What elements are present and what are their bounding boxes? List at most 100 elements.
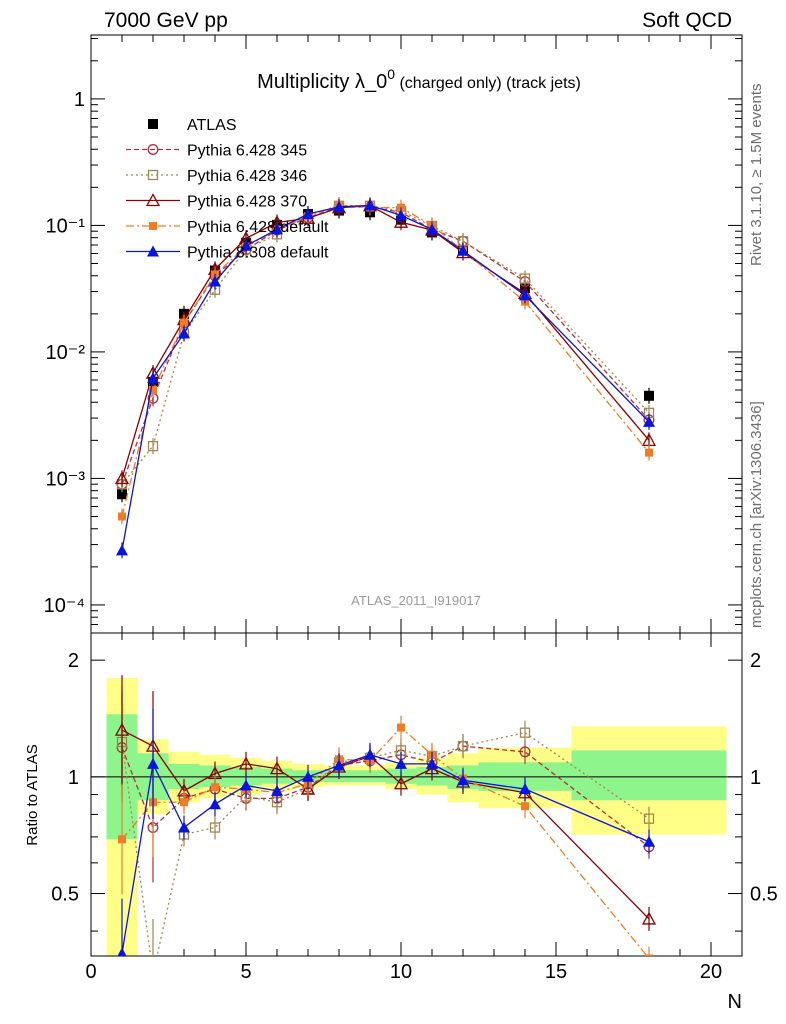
data-point [645,448,653,457]
data-point [643,835,655,847]
series-5 [116,197,655,559]
data-point [149,970,158,979]
rivet-label: Rivet 3.1.10, ≥ 1.5M events [748,83,765,267]
data-point [519,289,531,301]
legend: ATLAS Pythia 6.428 345 Pythia 6.428 346 Pyt… [126,117,329,262]
legend-marker [148,119,158,129]
data-point [393,776,409,790]
y-tick-label-right: 1 [750,767,761,789]
header-right: Soft QCD [642,9,732,32]
legend-marker [147,144,159,155]
data-point [271,223,283,235]
data-point [149,386,157,395]
y-tick-label: 1 [68,767,79,789]
x-tick-label: 5 [240,961,251,983]
series-line [121,745,650,848]
legend-label: Pythia 6.428 370 [187,194,307,211]
main-plot-panel: 10⁻⁴ 10⁻³ 10⁻² 10⁻¹ 1 Multiplicity λ_00 (char… [44,34,743,634]
data-series [114,196,657,559]
legend-marker [147,169,159,181]
data-point [641,911,657,925]
y-tick-label: 10⁻⁴ [44,595,85,617]
data-point [114,471,130,485]
data-point [645,954,653,956]
legend-marker [149,222,157,230]
x-tick-label: 20 [700,961,722,983]
chart-title: Multiplicity λ_00 (charged only) (track … [257,66,581,93]
data-point [643,415,655,427]
data-point [180,798,188,807]
y-tick-label-right: 0.5 [750,884,778,906]
data-point [240,779,252,791]
y-tick-label: 0.5 [51,884,79,906]
series-line [121,731,650,956]
data-point [519,727,531,738]
y-axis-label: Ratio to ATLAS [24,744,41,845]
legend-label: ATLAS [187,117,237,134]
data-point [116,544,128,556]
series-line [121,205,650,485]
legend-label: Pythia 8.308 default [187,245,329,262]
data-point [209,822,221,833]
y-tick-label: 10⁻² [46,342,86,364]
series-1 [116,198,655,493]
data-point [364,748,376,760]
data-point [147,372,159,384]
data-point [302,208,314,220]
data-point [269,761,285,775]
series-line [121,205,650,479]
data-point [426,223,438,235]
header-left: 7000 GeV pp [104,9,228,32]
legend-marker [145,193,161,207]
x-tick-label: 10 [390,961,412,983]
data-point [521,802,529,811]
data-point [117,947,127,956]
data-point [395,209,407,221]
data-point [118,512,126,521]
legend-label: Pythia 6.428 345 [187,143,307,160]
band-inner [571,750,727,801]
data-point [271,784,283,796]
series-line [121,729,650,920]
ratio-series-4 [117,708,655,956]
legend-label: Pythia 6.428 default [187,219,329,236]
y-tick-label: 1 [74,89,85,111]
data-point [643,813,655,824]
ratio-series [114,675,657,979]
data-point [457,740,469,752]
legend-label: Pythia 6.428 346 [187,168,307,185]
data-point [178,327,190,339]
data-point [147,757,159,769]
data-point [114,722,130,736]
data-point [395,757,407,769]
data-point [519,746,531,758]
data-point [519,783,531,795]
data-point [209,798,221,810]
data-point [393,214,409,228]
data-point [364,199,376,211]
uncertainty-bands [106,677,727,956]
data-point [426,757,438,769]
data-point [118,835,126,844]
legend-marker [147,245,159,257]
data-point [519,273,531,284]
data-point [117,489,127,500]
data-point [457,774,469,786]
x-axis-label: N [728,991,742,1013]
data-point [211,783,219,792]
data-point [240,239,252,251]
data-point [147,440,159,452]
series-line [121,204,650,551]
data-point [238,756,254,770]
x-tick-label: 15 [545,961,567,983]
x-tick-label: 0 [85,961,96,983]
data-point [644,390,654,401]
data-point [457,244,469,256]
series-line [121,754,650,954]
band-inner [354,770,386,782]
data-point [302,770,314,782]
series-3 [114,197,657,487]
analysis-watermark: ATLAS_2011_I919017 [351,593,481,608]
